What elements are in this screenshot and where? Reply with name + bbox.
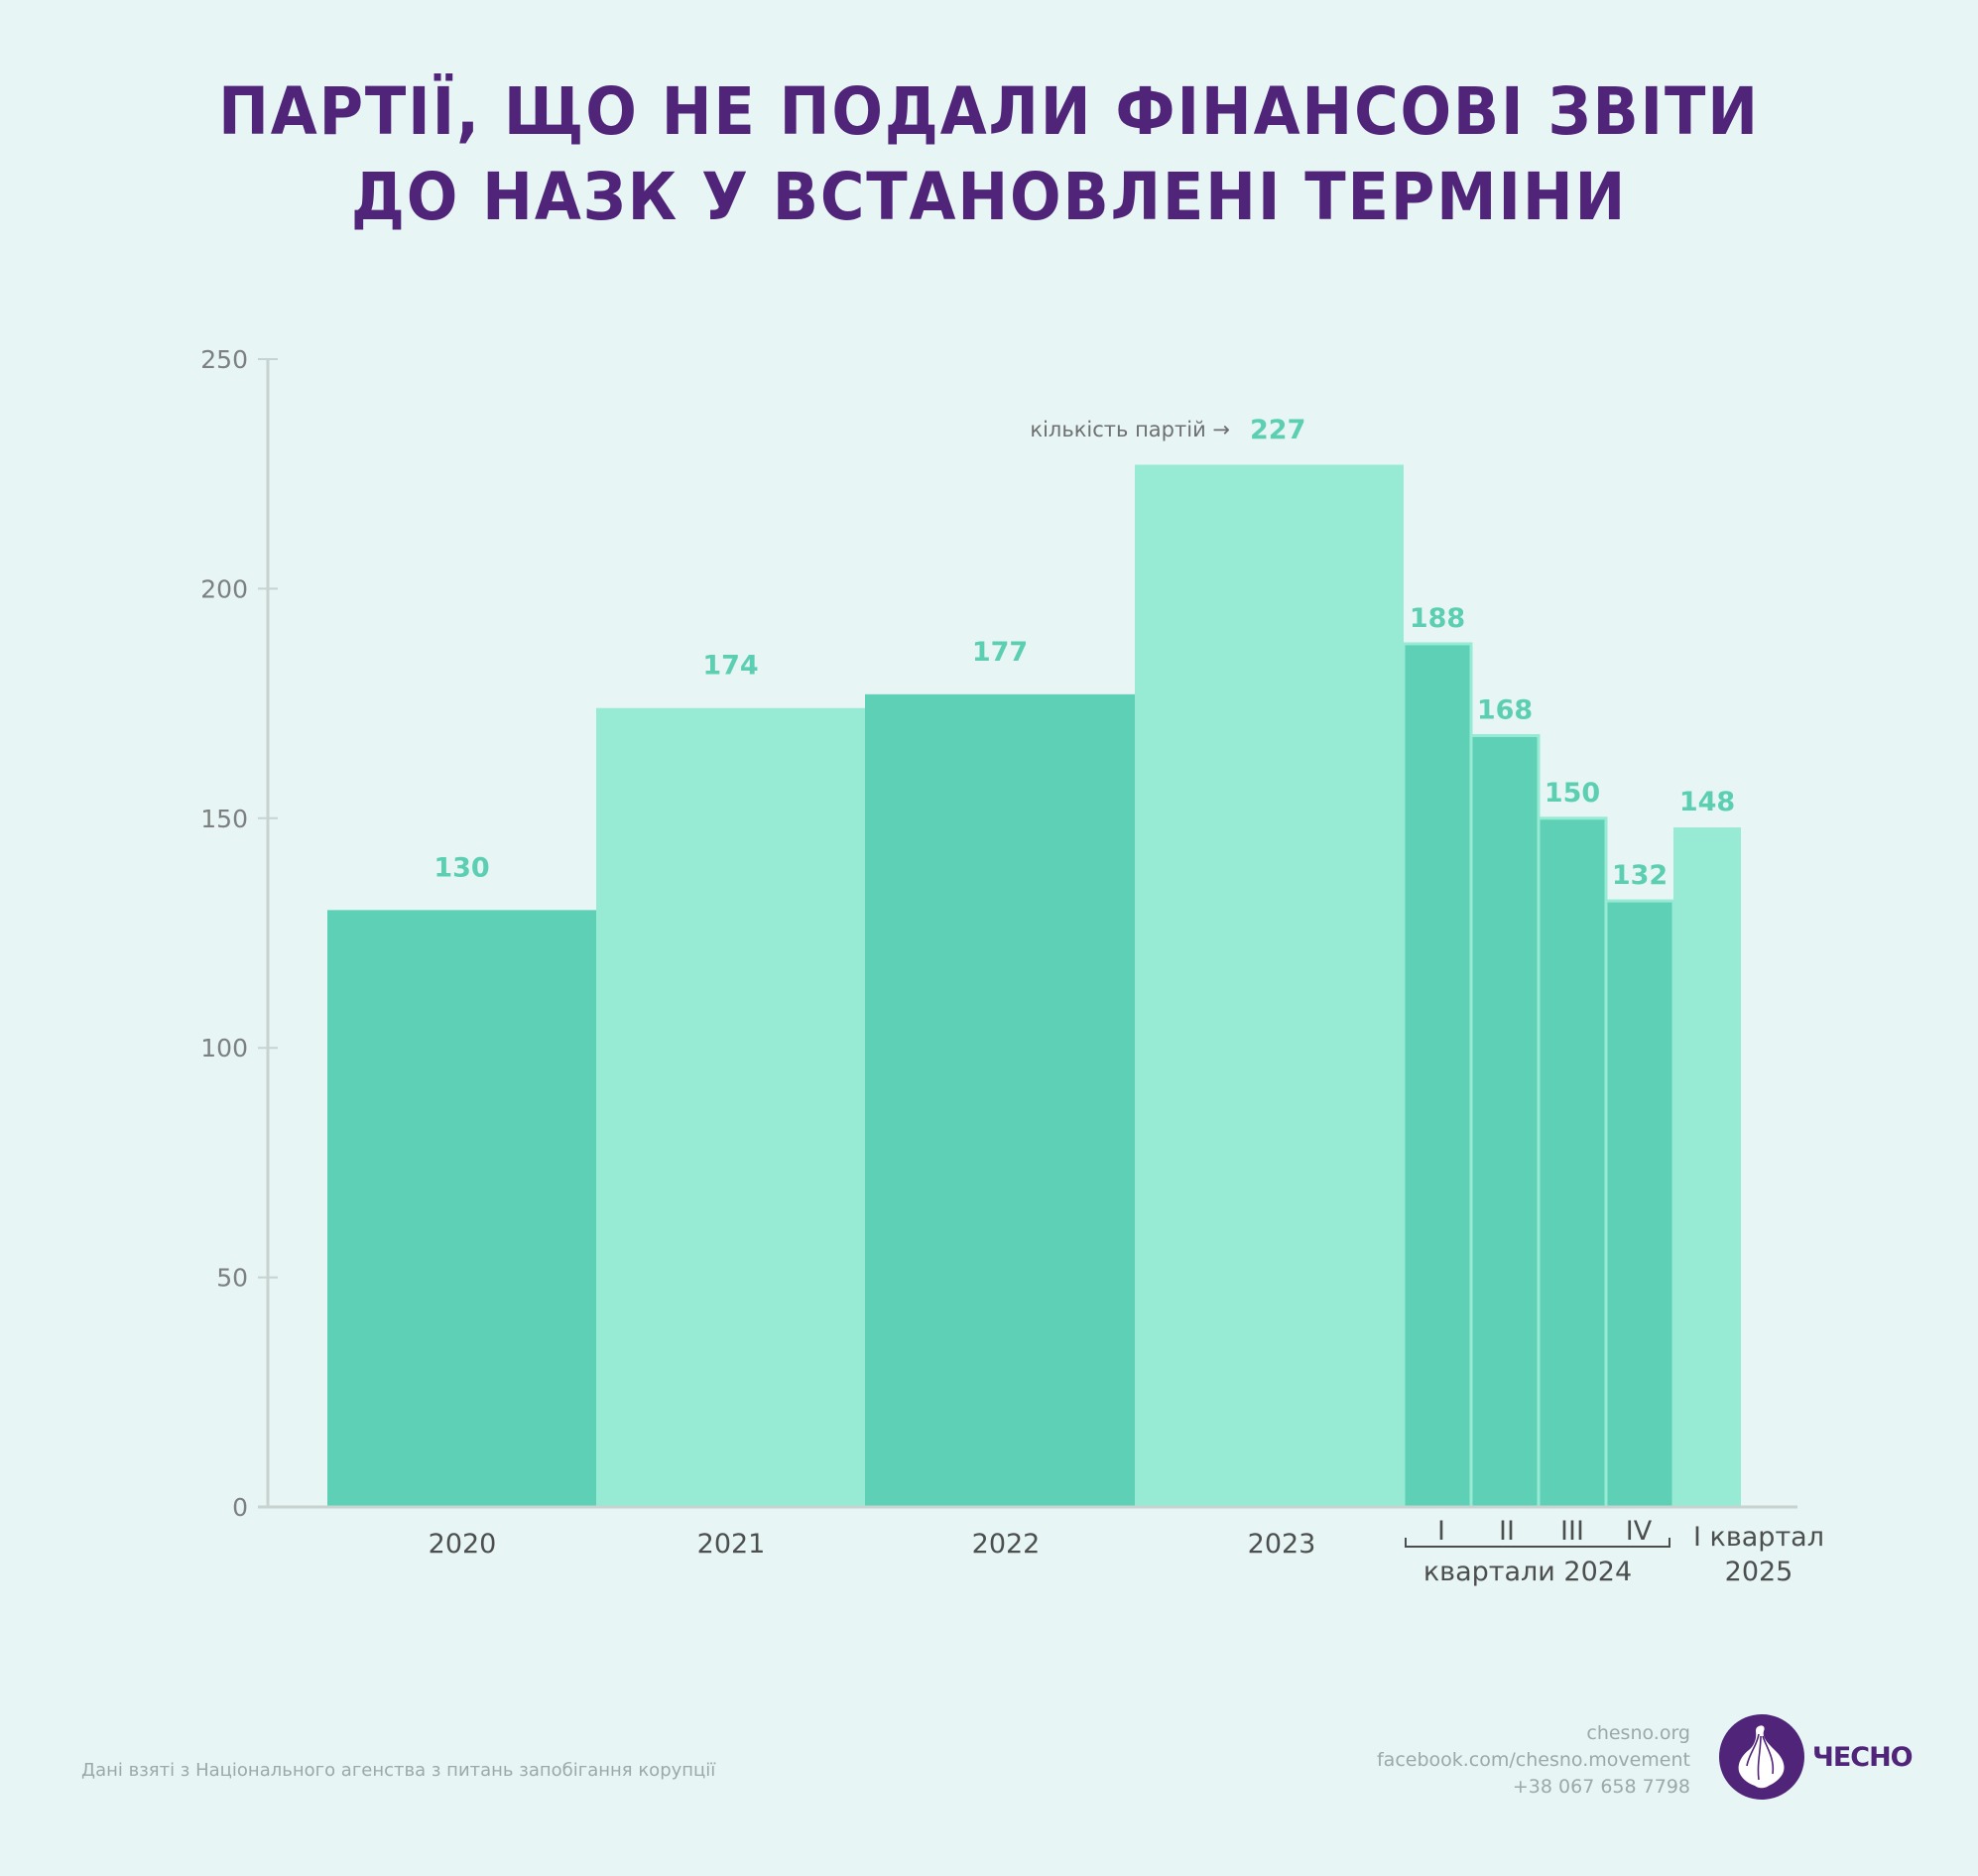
bar-III (1537, 816, 1608, 1509)
x-label-q4-2024: IV (1626, 1516, 1653, 1547)
contacts: chesno.org facebook.com/chesno.movement … (1377, 1720, 1690, 1801)
y-tick-label: 250 (200, 345, 248, 374)
value-label: 168 (1477, 694, 1533, 725)
x-label-q1-2025-line1: I квартал (1693, 1522, 1824, 1553)
y-tick-label: 200 (200, 574, 248, 603)
phone-number: +38 067 658 7798 (1512, 1776, 1690, 1798)
x-label-quarters-2024-group: квартали 2024 (1423, 1557, 1632, 1587)
x-tick-labels: 2020 2021 2022 2023 I II III IV квартали… (429, 1516, 1824, 1587)
y-tick-label: 150 (200, 805, 248, 833)
bar-chart: 0 50 100 150 200 250 130 174 177 227 188 168 150 132… (200, 345, 1824, 1587)
y-axis: 0 50 100 150 200 250 (200, 345, 278, 1522)
facebook-link[interactable]: facebook.com/chesno.movement (1376, 1749, 1690, 1771)
value-label: 130 (433, 852, 489, 883)
bar-IV (1604, 899, 1675, 1509)
x-label-2022: 2022 (972, 1529, 1041, 1560)
website-link[interactable]: chesno.org (1586, 1722, 1690, 1744)
chart-title: ПАРТІЇ, ЩО НЕ ПОДАЛИ ФІНАНСОВІ ЗВІТИ ДО … (79, 69, 1899, 240)
value-label: 148 (1679, 787, 1735, 817)
x-label-q3-2024: III (1560, 1516, 1584, 1547)
x-label-q1-2024: I (1437, 1516, 1445, 1547)
x-label-q2-2024: II (1499, 1516, 1515, 1547)
x-label-2020: 2020 (429, 1529, 497, 1560)
bar-II (1469, 733, 1541, 1509)
title-line-1: ПАРТІЇ, ЩО НЕ ПОДАЛИ ФІНАНСОВІ ЗВІТИ (218, 73, 1760, 150)
bar-2020 (327, 910, 596, 1507)
bar-2022 (865, 693, 1135, 1507)
title-line-2: ДО НАЗК У ВСТАНОВЛЕНІ ТЕРМІНИ (350, 159, 1628, 235)
value-label: 177 (972, 637, 1028, 668)
y-tick-label: 50 (216, 1264, 248, 1293)
x-label-2021: 2021 (697, 1529, 766, 1560)
y-tick-label: 100 (200, 1034, 248, 1063)
value-label: 150 (1545, 778, 1600, 809)
chesno-logo-icon (1719, 1714, 1804, 1800)
bar-I-квартал-2025 (1673, 827, 1741, 1507)
value-label: 188 (1410, 603, 1465, 634)
value-labels: 130 174 177 227 188 168 150 132 148 (433, 415, 1735, 891)
data-source-note: Дані взяті з Національного агенства з пи… (81, 1760, 716, 1781)
quarters-bracket (1405, 1538, 1670, 1548)
bar-2023 (1135, 464, 1404, 1508)
x-label-q1-2025-line2: 2025 (1725, 1557, 1793, 1587)
value-label: 132 (1612, 860, 1668, 891)
y-tick-label: 0 (232, 1493, 248, 1522)
value-label: 227 (1250, 415, 1305, 445)
annotation-label: кількість партій → (1030, 418, 1230, 441)
value-label: 174 (702, 651, 758, 682)
bars (327, 464, 1741, 1509)
logo-text: ЧЕСНО (1812, 1742, 1914, 1773)
bar-2021 (596, 707, 865, 1507)
x-label-2023: 2023 (1248, 1529, 1316, 1560)
bar-I (1402, 642, 1473, 1509)
